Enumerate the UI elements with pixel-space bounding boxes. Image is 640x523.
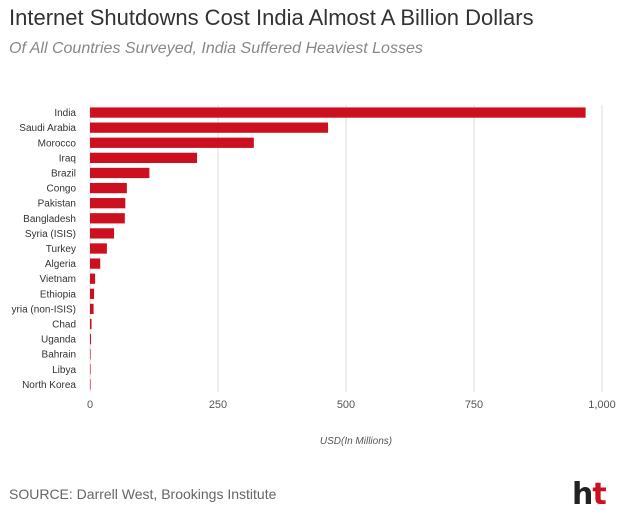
bar-bahrain <box>90 349 91 360</box>
source-note: SOURCE: Darrell West, Brookings Institut… <box>9 486 277 502</box>
category-label-uganda: Uganda <box>41 335 76 346</box>
bar-algeria <box>90 258 101 269</box>
category-label-brazil: Brazil <box>51 168 76 179</box>
category-label-algeria: Algeria <box>45 259 77 270</box>
category-label-syria-isis: Syria (ISIS) <box>25 229 76 240</box>
bar-uganda <box>90 333 92 345</box>
bar-syria-non-isis <box>90 303 94 315</box>
x-tick-label-0: 0 <box>87 399 93 411</box>
bar-saudi-arabia <box>90 122 329 133</box>
bar-chad <box>90 318 92 330</box>
category-label-bangladesh: Bangladesh <box>23 214 76 225</box>
category-label-morocco: Morocco <box>38 138 77 149</box>
bar-morocco <box>90 137 254 148</box>
bar-india <box>90 107 586 118</box>
bar-north-korea <box>90 379 91 390</box>
category-label-iraq: Iraq <box>59 153 76 164</box>
category-label-north-korea: North Korea <box>22 380 76 391</box>
bar-vietnam <box>90 273 96 284</box>
chart-subtitle: Of All Countries Surveyed, India Suffere… <box>9 40 423 57</box>
x-tick-label-750: 750 <box>465 399 483 411</box>
bar-brazil <box>90 167 150 179</box>
category-label-saudi-arabia: Saudi Arabia <box>19 123 76 134</box>
category-label-bahrain: Bahrain <box>42 350 76 361</box>
bar-libya <box>90 364 91 375</box>
category-label-india: India <box>54 108 76 119</box>
category-label-turkey: Turkey <box>46 244 76 255</box>
category-label-libya: Libya <box>52 365 76 376</box>
category-label-chad: Chad <box>52 320 76 331</box>
category-label-pakistan: Pakistan <box>38 199 76 210</box>
bar-syria-isis <box>90 228 115 239</box>
x-tick-label-1000: 1,000 <box>588 399 616 411</box>
chart-title: Internet Shutdowns Cost India Almost A B… <box>9 5 534 30</box>
x-axis-title: USD(In Millions) <box>320 436 392 447</box>
ht-logo[interactable]: ht <box>572 477 607 512</box>
category-label-ethiopia: Ethiopia <box>40 289 77 300</box>
logo-h: h <box>572 477 593 512</box>
bar-ethiopia <box>90 288 95 299</box>
bar-bangladesh <box>90 213 125 224</box>
category-label-congo: Congo <box>47 184 77 195</box>
category-label-syria-non-isis: yria (non-ISIS) <box>12 304 76 315</box>
bar-iraq <box>90 152 198 164</box>
bar-pakistan <box>90 198 126 209</box>
logo-t: t <box>592 477 606 512</box>
x-tick-label-500: 500 <box>337 399 355 411</box>
category-label-vietnam: Vietnam <box>39 274 76 285</box>
x-tick-label-250: 250 <box>209 399 227 411</box>
bar-turkey <box>90 243 107 254</box>
bar-chart: 0 250 500 750 1,000 India Saudi Arabia Morocco I… <box>12 105 616 447</box>
bar-congo <box>90 182 127 194</box>
